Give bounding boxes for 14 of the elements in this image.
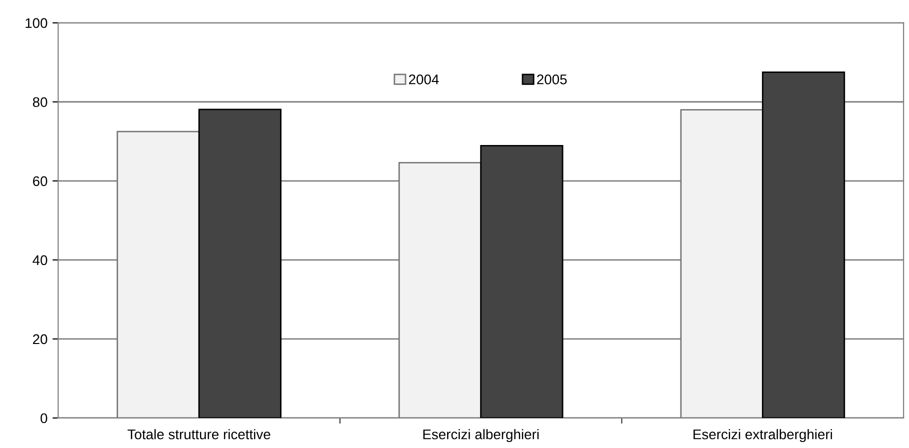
- y-tick-label: 40: [32, 255, 48, 266]
- x-tick-label: Esercizi alberghieri: [423, 429, 539, 442]
- x-tick-label: Totale strutture ricettive: [128, 429, 270, 440]
- legend-label: 2004: [409, 74, 439, 84]
- x-tick-label: Esercizi extralberghieri: [694, 429, 832, 442]
- y-tick-label: 60: [33, 176, 48, 186]
- bar: [198, 108, 282, 418]
- y-tick-label: 0: [40, 413, 48, 424]
- y-tick-label: 100: [26, 18, 48, 28]
- y-tick-label: 80: [32, 97, 48, 108]
- legend-label: 2005: [537, 74, 567, 84]
- bar: [480, 145, 564, 418]
- y-tick-label: 20: [33, 334, 48, 344]
- bar: [762, 72, 846, 418]
